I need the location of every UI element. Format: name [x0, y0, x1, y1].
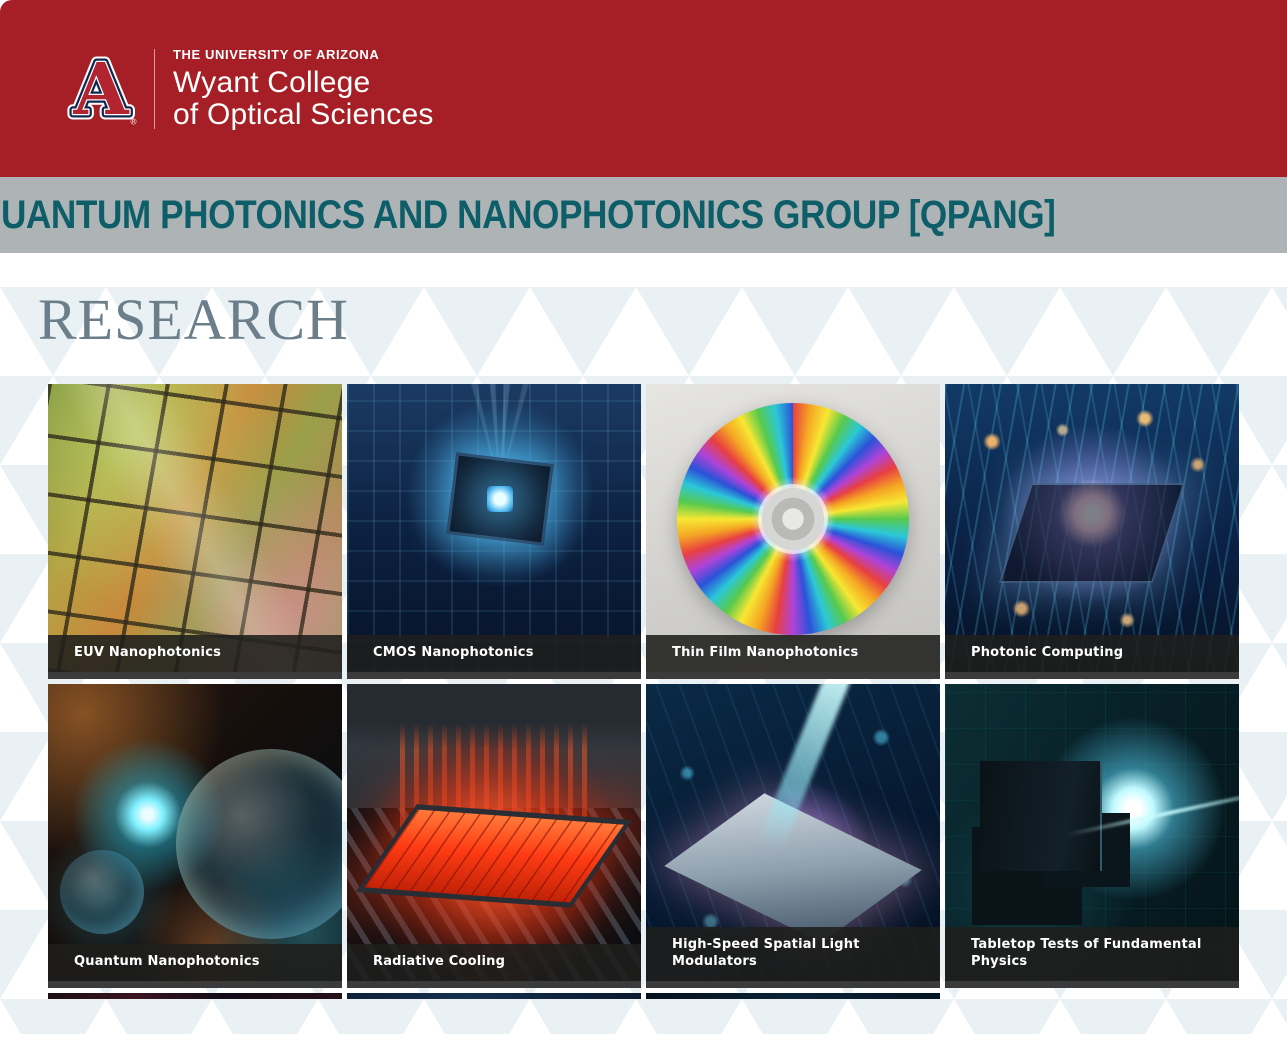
svg-text:A: A: [72, 49, 129, 129]
card-label: Radiative Cooling: [347, 944, 641, 981]
svg-text:A: A: [72, 49, 129, 129]
main-content: RESEARCH EUV Nanophotonics CMOS Nanophot…: [0, 287, 1287, 1058]
card-label: Tabletop Tests of Fundamental Physics: [945, 926, 1239, 981]
card-label: High-Speed Spatial Light Modulators: [646, 926, 940, 981]
research-card-cmos-nanophotonics[interactable]: CMOS Nanophotonics: [347, 383, 641, 679]
college-name-line1: Wyant College: [173, 65, 371, 99]
page-title: RESEARCH: [38, 287, 349, 352]
next-row-card-partial[interactable]: [646, 992, 940, 999]
empty-grid-cell: [945, 993, 1239, 999]
card-bottom-strip: [945, 980, 1239, 988]
qpang-research-page: A A A A ® THE UNIVERSITY OF ARIZONA Wyan…: [0, 0, 1287, 1024]
card-bottom-strip: [646, 980, 940, 988]
card-image-glassy-sphere: [48, 683, 342, 981]
card-image-glowing-panel: [347, 683, 641, 981]
brand-divider: [154, 48, 155, 129]
card-bottom-strip: [646, 671, 940, 679]
research-card-thin-film-nanophotonics[interactable]: Thin Film Nanophotonics: [646, 383, 940, 679]
next-row-card-partial[interactable]: [48, 992, 342, 999]
next-row-card-partial[interactable]: [347, 992, 641, 999]
research-card-grid: EUV Nanophotonics CMOS Nanophotonics Thi…: [48, 383, 1239, 999]
card-label: Photonic Computing: [945, 635, 1239, 672]
card-label: Thin Film Nanophotonics: [646, 635, 940, 672]
block-a-icon: A A A A ®: [67, 41, 137, 136]
card-label: EUV Nanophotonics: [48, 635, 342, 672]
card-bottom-strip: [48, 671, 342, 679]
card-label: Quantum Nanophotonics: [48, 944, 342, 981]
university-header: A A A A ® THE UNIVERSITY OF ARIZONA Wyan…: [0, 0, 1287, 177]
card-image-wafer: [48, 383, 342, 672]
institution-name: THE UNIVERSITY OF ARIZONA: [173, 46, 380, 62]
card-image-optical-disc: [646, 383, 940, 672]
registered-trademark: ®: [131, 117, 137, 126]
research-card-photonic-computing[interactable]: Photonic Computing: [945, 383, 1239, 679]
brand-text: THE UNIVERSITY OF ARIZONA Wyant College …: [173, 47, 434, 131]
university-brand[interactable]: A A A A ® THE UNIVERSITY OF ARIZONA Wyan…: [64, 41, 434, 136]
arizona-block-a-logo: A A A A ®: [64, 41, 138, 136]
research-card-euv-nanophotonics[interactable]: EUV Nanophotonics: [48, 383, 342, 679]
card-bottom-strip: [347, 671, 641, 679]
research-card-quantum-nanophotonics[interactable]: Quantum Nanophotonics: [48, 683, 342, 988]
research-card-tabletop-fundamental-physics[interactable]: Tabletop Tests of Fundamental Physics: [945, 683, 1239, 988]
card-bottom-strip: [945, 671, 1239, 679]
card-label: CMOS Nanophotonics: [347, 635, 641, 672]
card-image-light-burst: [945, 383, 1239, 672]
college-name-line2: of Optical Sciences: [173, 97, 434, 131]
group-title-link[interactable]: QUANTUM PHOTONICS AND NANOPHOTONICS GROU…: [0, 192, 1056, 237]
research-card-radiative-cooling[interactable]: Radiative Cooling: [347, 683, 641, 988]
card-bottom-strip: [48, 980, 342, 988]
research-card-spatial-light-modulators[interactable]: High-Speed Spatial Light Modulators: [646, 683, 940, 988]
group-title-bar: QUANTUM PHOTONICS AND NANOPHOTONICS GROU…: [0, 177, 1287, 253]
card-bottom-strip: [347, 980, 641, 988]
svg-text:A: A: [72, 49, 129, 129]
card-image-chip-glow: [347, 383, 641, 672]
svg-text:A: A: [72, 49, 129, 129]
